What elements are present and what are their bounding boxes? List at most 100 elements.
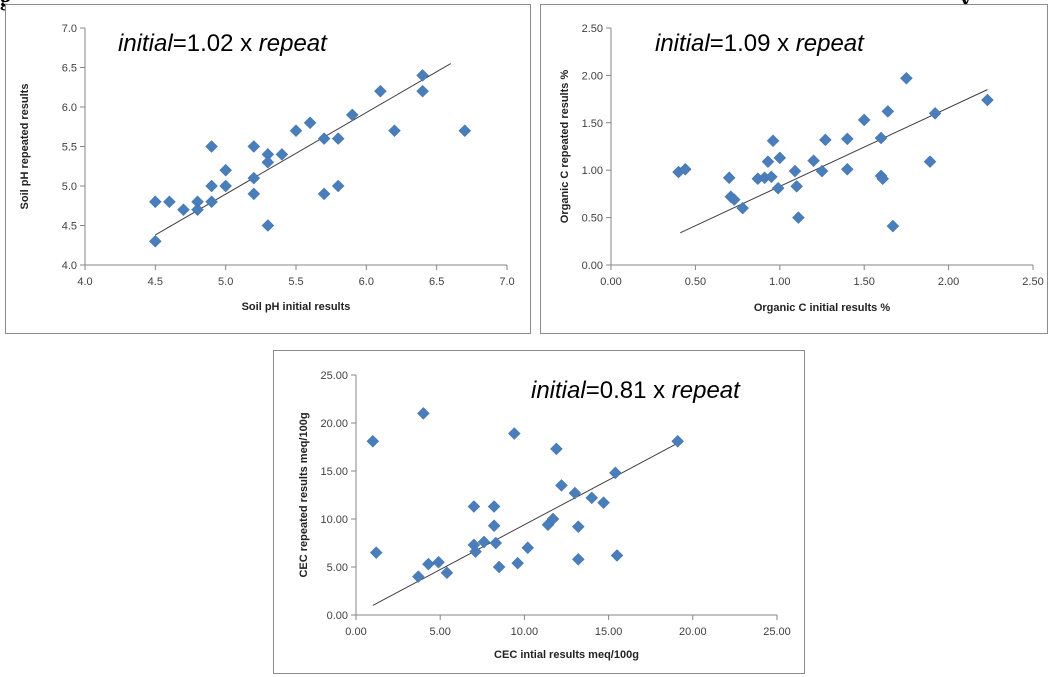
x-tick-label: 2.00: [938, 276, 959, 288]
data-point: [219, 179, 233, 193]
data-point: [840, 162, 854, 176]
data-point: [331, 132, 345, 145]
data-point: [219, 163, 233, 177]
soil-ph-chart: 4.0 4.5 5.0 5.5 6.0 6.5 7.0 4.0 4.5 5.0 5.5 6.0 6.5 7…: [5, 4, 531, 334]
data-point: [788, 164, 802, 178]
equation-lhs: initial: [531, 377, 586, 404]
data-point: [205, 140, 218, 153]
data-point: [289, 124, 303, 138]
data-point: [571, 552, 585, 566]
data-point: [148, 234, 162, 248]
data-point: [766, 134, 780, 148]
data-point: [492, 560, 506, 574]
data-point: [761, 155, 775, 169]
data-point: [489, 536, 503, 550]
data-point: [521, 541, 535, 555]
x-tick-label: 6.0: [359, 276, 374, 288]
data-point: [303, 116, 317, 130]
organic-c-plot: 0.00 0.50 1.00 1.50 2.00 2.50 0.00 0.50 1.00 1.50…: [559, 23, 1044, 314]
x-tick-label: 5.0: [218, 276, 233, 288]
data-point: [416, 69, 429, 82]
data-point: [771, 181, 785, 195]
equation-rhs: repeat: [671, 377, 740, 404]
data-point: [191, 203, 204, 217]
data-point: [469, 545, 482, 558]
data-point: [317, 132, 331, 145]
data-point: [678, 162, 692, 176]
soil-ph-equation: initial=1.02 x repeat: [118, 30, 327, 58]
x-tick-label: 0.50: [685, 276, 706, 288]
trendline: [679, 89, 988, 234]
y-tick-label: 4.0: [62, 260, 77, 272]
data-point: [807, 154, 820, 168]
y-tick-label: 0.50: [582, 213, 603, 225]
data-point: [840, 132, 854, 146]
data-point: [369, 546, 383, 559]
y-axis-title: CEC repeated results meq/100g: [298, 412, 310, 577]
data-point: [555, 479, 568, 492]
data-point: [477, 535, 491, 549]
data-point: [275, 148, 289, 161]
y-tick-label: 1.50: [582, 118, 603, 130]
cec-plot: 0.00 5.00 10.00 15.00 20.00 25.00 0.00 5.00 10.0…: [298, 370, 791, 661]
data-point: [792, 211, 805, 224]
x-tick-label: 1.50: [853, 276, 874, 288]
data-point: [261, 219, 275, 232]
y-axis-title: Soil pH repeated results: [19, 84, 31, 210]
data-point: [790, 179, 804, 193]
data-point: [417, 407, 430, 420]
cec-equation: initial=0.81 x repeat: [531, 377, 740, 405]
data-point: [374, 84, 387, 98]
equation-rhs: repeat: [258, 30, 327, 57]
data-point: [422, 557, 435, 571]
x-tick-label: 6.5: [429, 276, 444, 288]
data-point: [773, 151, 787, 165]
organic-c-chart: 0.00 0.50 1.00 1.50 2.00 2.50 0.00 0.50 1.00 1.50…: [540, 4, 1048, 334]
x-axis-title: Organic C initial results %: [754, 302, 891, 314]
trendline: [155, 63, 451, 236]
y-tick-label: 2.00: [582, 70, 603, 82]
equation-middle: =1.09 x: [709, 30, 796, 57]
y-axis-title: Organic C repeated results %: [559, 70, 571, 224]
data-point: [487, 519, 501, 533]
data-point: [261, 155, 275, 169]
x-tick-label: 2.50: [1022, 276, 1043, 288]
x-tick-label: 10.00: [511, 626, 539, 638]
data-point: [881, 105, 895, 118]
data-point: [550, 442, 563, 456]
cec-chart: 0.00 5.00 10.00 15.00 20.00 25.00 0.00 5.00 10.0…: [273, 350, 805, 674]
x-axis-title: Soil pH initial results: [242, 301, 351, 313]
data-point: [876, 172, 890, 186]
data-point: [597, 496, 610, 510]
x-tick-label: 4.0: [77, 276, 92, 288]
data-point: [815, 164, 829, 178]
data-point: [440, 566, 454, 580]
data-point: [205, 179, 218, 193]
data-point: [900, 71, 913, 85]
data-point: [981, 93, 994, 107]
y-tick-label: 6.5: [62, 63, 77, 75]
y-tick-label: 5.0: [62, 181, 77, 193]
y-tick-label: 0.00: [582, 260, 603, 272]
x-axis-title: CEC intial results meq/100g: [494, 649, 639, 661]
data-point: [366, 434, 380, 448]
data-point: [487, 500, 501, 513]
x-tick-label: 4.5: [148, 276, 163, 288]
data-point: [727, 193, 741, 206]
x-tick-label: 5.5: [288, 276, 303, 288]
x-tick-label: 1.00: [769, 276, 790, 288]
organic-c-equation: initial=1.09 x repeat: [655, 30, 864, 58]
data-point: [317, 187, 331, 201]
data-point: [458, 124, 472, 138]
data-point: [416, 84, 429, 98]
equation-middle: =0.81 x: [585, 377, 672, 404]
data-point: [736, 201, 750, 215]
data-point: [163, 195, 176, 209]
trendline: [372, 443, 677, 606]
y-tick-label: 4.5: [62, 221, 77, 233]
data-point: [923, 155, 937, 169]
x-tick-label: 20.00: [679, 626, 707, 638]
x-tick-label: 5.00: [429, 626, 450, 638]
equation-rhs: repeat: [795, 30, 864, 57]
y-tick-label: 0.00: [327, 610, 348, 622]
